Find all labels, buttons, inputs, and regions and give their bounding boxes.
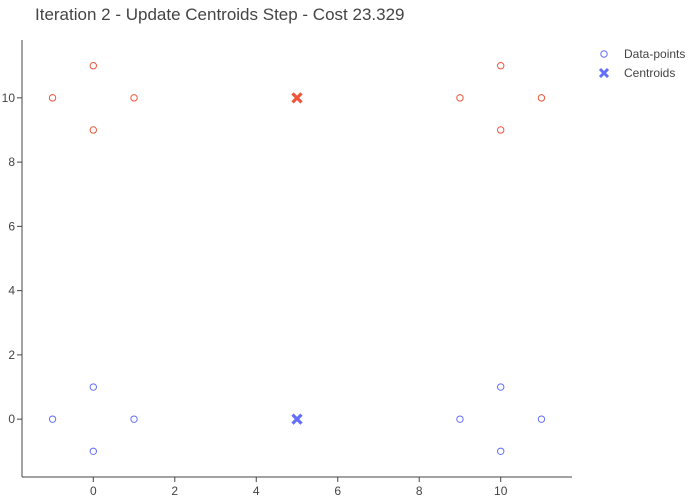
plot-area: 0 2 4 6 8 10 0 2 4 6 8 10 bbox=[2, 40, 572, 498]
data-point[interactable] bbox=[48, 415, 57, 423]
data-point[interactable] bbox=[89, 447, 97, 455]
data-point[interactable] bbox=[89, 126, 97, 134]
data-point[interactable] bbox=[456, 94, 464, 102]
data-point[interactable] bbox=[130, 415, 138, 423]
data-point[interactable] bbox=[48, 94, 57, 102]
data-point[interactable] bbox=[537, 94, 546, 102]
legend-item-centroids[interactable]: Centroids bbox=[598, 66, 675, 80]
data-point[interactable] bbox=[456, 415, 464, 423]
data-point[interactable] bbox=[497, 383, 505, 391]
x-tick-label: 8 bbox=[416, 484, 423, 498]
y-tick-label: 8 bbox=[8, 155, 15, 169]
data-point[interactable] bbox=[89, 383, 97, 391]
data-point[interactable] bbox=[89, 62, 97, 70]
x-tick-label: 6 bbox=[334, 484, 341, 498]
x-tick-label: 10 bbox=[494, 484, 508, 498]
data-point[interactable] bbox=[497, 62, 505, 70]
centroid-cross bbox=[291, 413, 303, 425]
legend-marker-centroids bbox=[598, 67, 610, 79]
x-tick-label: 4 bbox=[253, 484, 260, 498]
data-points-layer bbox=[48, 62, 546, 455]
x-tick-label: 2 bbox=[171, 484, 178, 498]
centroid-cross bbox=[291, 92, 303, 104]
y-tick-label: 10 bbox=[2, 91, 16, 105]
legend[interactable]: Data-points Centroids bbox=[598, 47, 686, 80]
x-tick-label: 0 bbox=[90, 484, 97, 498]
legend-marker-data-points bbox=[600, 50, 608, 58]
centroid-marker[interactable] bbox=[291, 92, 303, 104]
x-axis-ticks: 0 2 4 6 8 10 bbox=[90, 477, 508, 498]
legend-item-data-points[interactable]: Data-points bbox=[600, 47, 686, 61]
legend-label-data-points: Data-points bbox=[624, 47, 685, 61]
data-point[interactable] bbox=[497, 447, 505, 455]
y-tick-label: 0 bbox=[8, 412, 15, 426]
y-tick-label: 6 bbox=[8, 219, 15, 233]
centroids-layer bbox=[291, 92, 303, 425]
legend-label-centroids: Centroids bbox=[624, 66, 675, 80]
y-axis-ticks: 0 2 4 6 8 10 bbox=[2, 91, 22, 426]
data-point[interactable] bbox=[537, 415, 546, 423]
data-point[interactable] bbox=[130, 94, 138, 102]
chart-title: Iteration 2 - Update Centroids Step - Co… bbox=[35, 5, 404, 24]
centroid-marker[interactable] bbox=[291, 413, 303, 425]
data-point[interactable] bbox=[497, 126, 505, 134]
y-tick-label: 4 bbox=[8, 284, 15, 298]
y-tick-label: 2 bbox=[8, 348, 15, 362]
